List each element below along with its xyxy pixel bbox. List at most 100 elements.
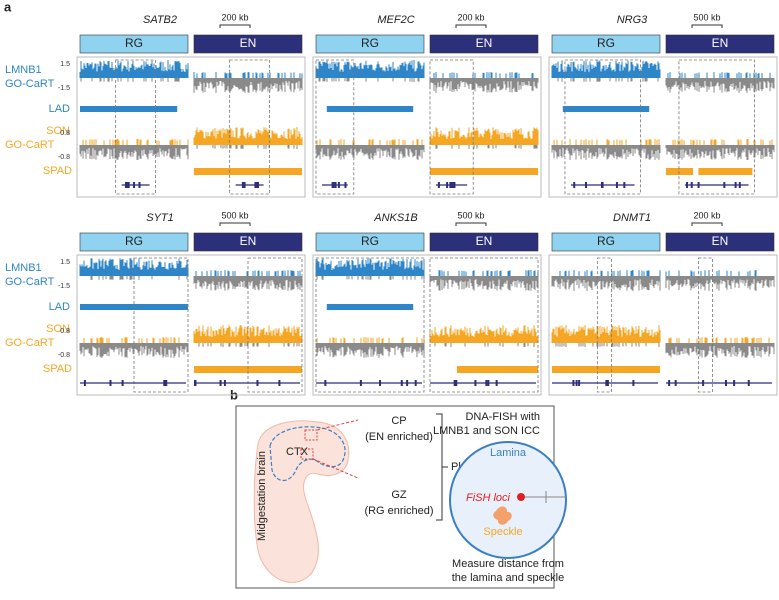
cell-box xyxy=(548,56,778,198)
exon xyxy=(495,380,498,386)
exon xyxy=(133,182,136,188)
header-label: EN xyxy=(712,36,729,50)
exon xyxy=(255,182,258,188)
exon xyxy=(702,380,705,386)
row-label: GO-CaRT xyxy=(5,276,55,288)
header-label: RG xyxy=(361,234,379,248)
header-label: EN xyxy=(240,234,257,248)
highlight xyxy=(229,59,270,195)
track-up xyxy=(551,60,661,78)
track-up xyxy=(83,337,180,343)
scale-bar xyxy=(455,222,487,226)
gz-note: (RG enriched) xyxy=(364,505,433,517)
cp-note: (EN enriched) xyxy=(365,431,433,443)
fish-title: DNA-FISH with xyxy=(465,411,540,423)
row-label: 1.5 xyxy=(60,61,70,68)
exon xyxy=(414,380,417,386)
row-label: LAD xyxy=(49,103,70,115)
highlight xyxy=(698,257,713,393)
track-down xyxy=(434,343,535,347)
header-en xyxy=(193,34,303,54)
connector xyxy=(312,458,359,479)
track-up xyxy=(79,60,189,78)
highlight xyxy=(564,59,641,195)
scale-bar xyxy=(691,222,723,226)
row-label: 1.5 xyxy=(60,259,70,266)
header-en xyxy=(193,232,303,252)
exon xyxy=(437,182,440,188)
exon xyxy=(690,182,693,188)
track-up xyxy=(193,325,303,343)
track-up xyxy=(193,72,303,78)
fish-locus xyxy=(517,493,525,501)
row-label: LMNB1 xyxy=(5,262,42,274)
row-label: -0.8 xyxy=(58,352,70,359)
exon xyxy=(449,182,452,188)
exon xyxy=(109,380,112,386)
exon xyxy=(243,182,246,188)
spad-bar xyxy=(194,366,302,373)
connector xyxy=(316,419,359,431)
gene-name: ANKS1B xyxy=(373,212,417,224)
track-down xyxy=(315,145,425,160)
track-down xyxy=(665,343,775,358)
highlight xyxy=(315,257,425,393)
exon xyxy=(126,182,129,188)
header-rg xyxy=(79,34,189,54)
track-up xyxy=(672,139,773,145)
lad-bar xyxy=(562,106,650,112)
track-down xyxy=(555,343,660,347)
header-label: EN xyxy=(712,234,729,248)
brain-label: Midgestation brain xyxy=(256,451,268,541)
exon xyxy=(344,182,347,188)
header-label: RG xyxy=(125,36,143,50)
exon xyxy=(359,380,362,386)
row-label: SON xyxy=(46,323,70,335)
loci-label: FiSH loci xyxy=(466,492,511,504)
gene-name: DNMT1 xyxy=(613,212,651,224)
lad-bar xyxy=(326,304,414,310)
lad-bar xyxy=(80,106,178,112)
header-en xyxy=(665,232,775,252)
row-label: LMNB1 xyxy=(5,64,42,76)
cell-box xyxy=(312,56,542,198)
exon xyxy=(406,380,409,386)
track-up xyxy=(429,325,539,343)
row-label: SON xyxy=(46,125,70,137)
exon xyxy=(138,182,141,188)
header-en xyxy=(665,34,775,54)
exon xyxy=(605,380,608,386)
exon xyxy=(121,380,124,386)
exon xyxy=(674,380,677,386)
track-down xyxy=(80,78,180,82)
panel-b: b Midgestation brain CTX CP (EN enriched… xyxy=(230,387,567,589)
gene-name: SYT1 xyxy=(146,212,174,224)
track-up xyxy=(553,139,660,145)
track-up xyxy=(433,72,534,78)
exon xyxy=(324,380,327,386)
exon xyxy=(334,182,337,188)
spad-bar xyxy=(552,366,660,373)
cp-label: CP xyxy=(391,415,406,427)
gz-label: GZ xyxy=(391,489,407,501)
scale-bar xyxy=(219,222,251,226)
exon xyxy=(446,182,449,188)
cp-box xyxy=(304,429,318,441)
scale-label: 500 kb xyxy=(221,210,248,220)
scale-label: 200 kb xyxy=(457,12,484,22)
row-label: -1.5 xyxy=(58,283,70,290)
gene-name: SATB2 xyxy=(143,14,177,26)
exon xyxy=(575,380,578,386)
panel-label: a xyxy=(4,0,12,14)
header-en xyxy=(429,34,539,54)
ctx-outline xyxy=(269,426,346,482)
exon xyxy=(584,182,587,188)
track-up xyxy=(429,127,539,145)
spad-bar xyxy=(194,168,302,175)
exon xyxy=(455,380,458,386)
track-down xyxy=(557,78,659,82)
exon xyxy=(668,380,671,386)
gene-name: NRG3 xyxy=(617,14,648,26)
highlight xyxy=(678,59,755,195)
track-up xyxy=(668,337,770,343)
